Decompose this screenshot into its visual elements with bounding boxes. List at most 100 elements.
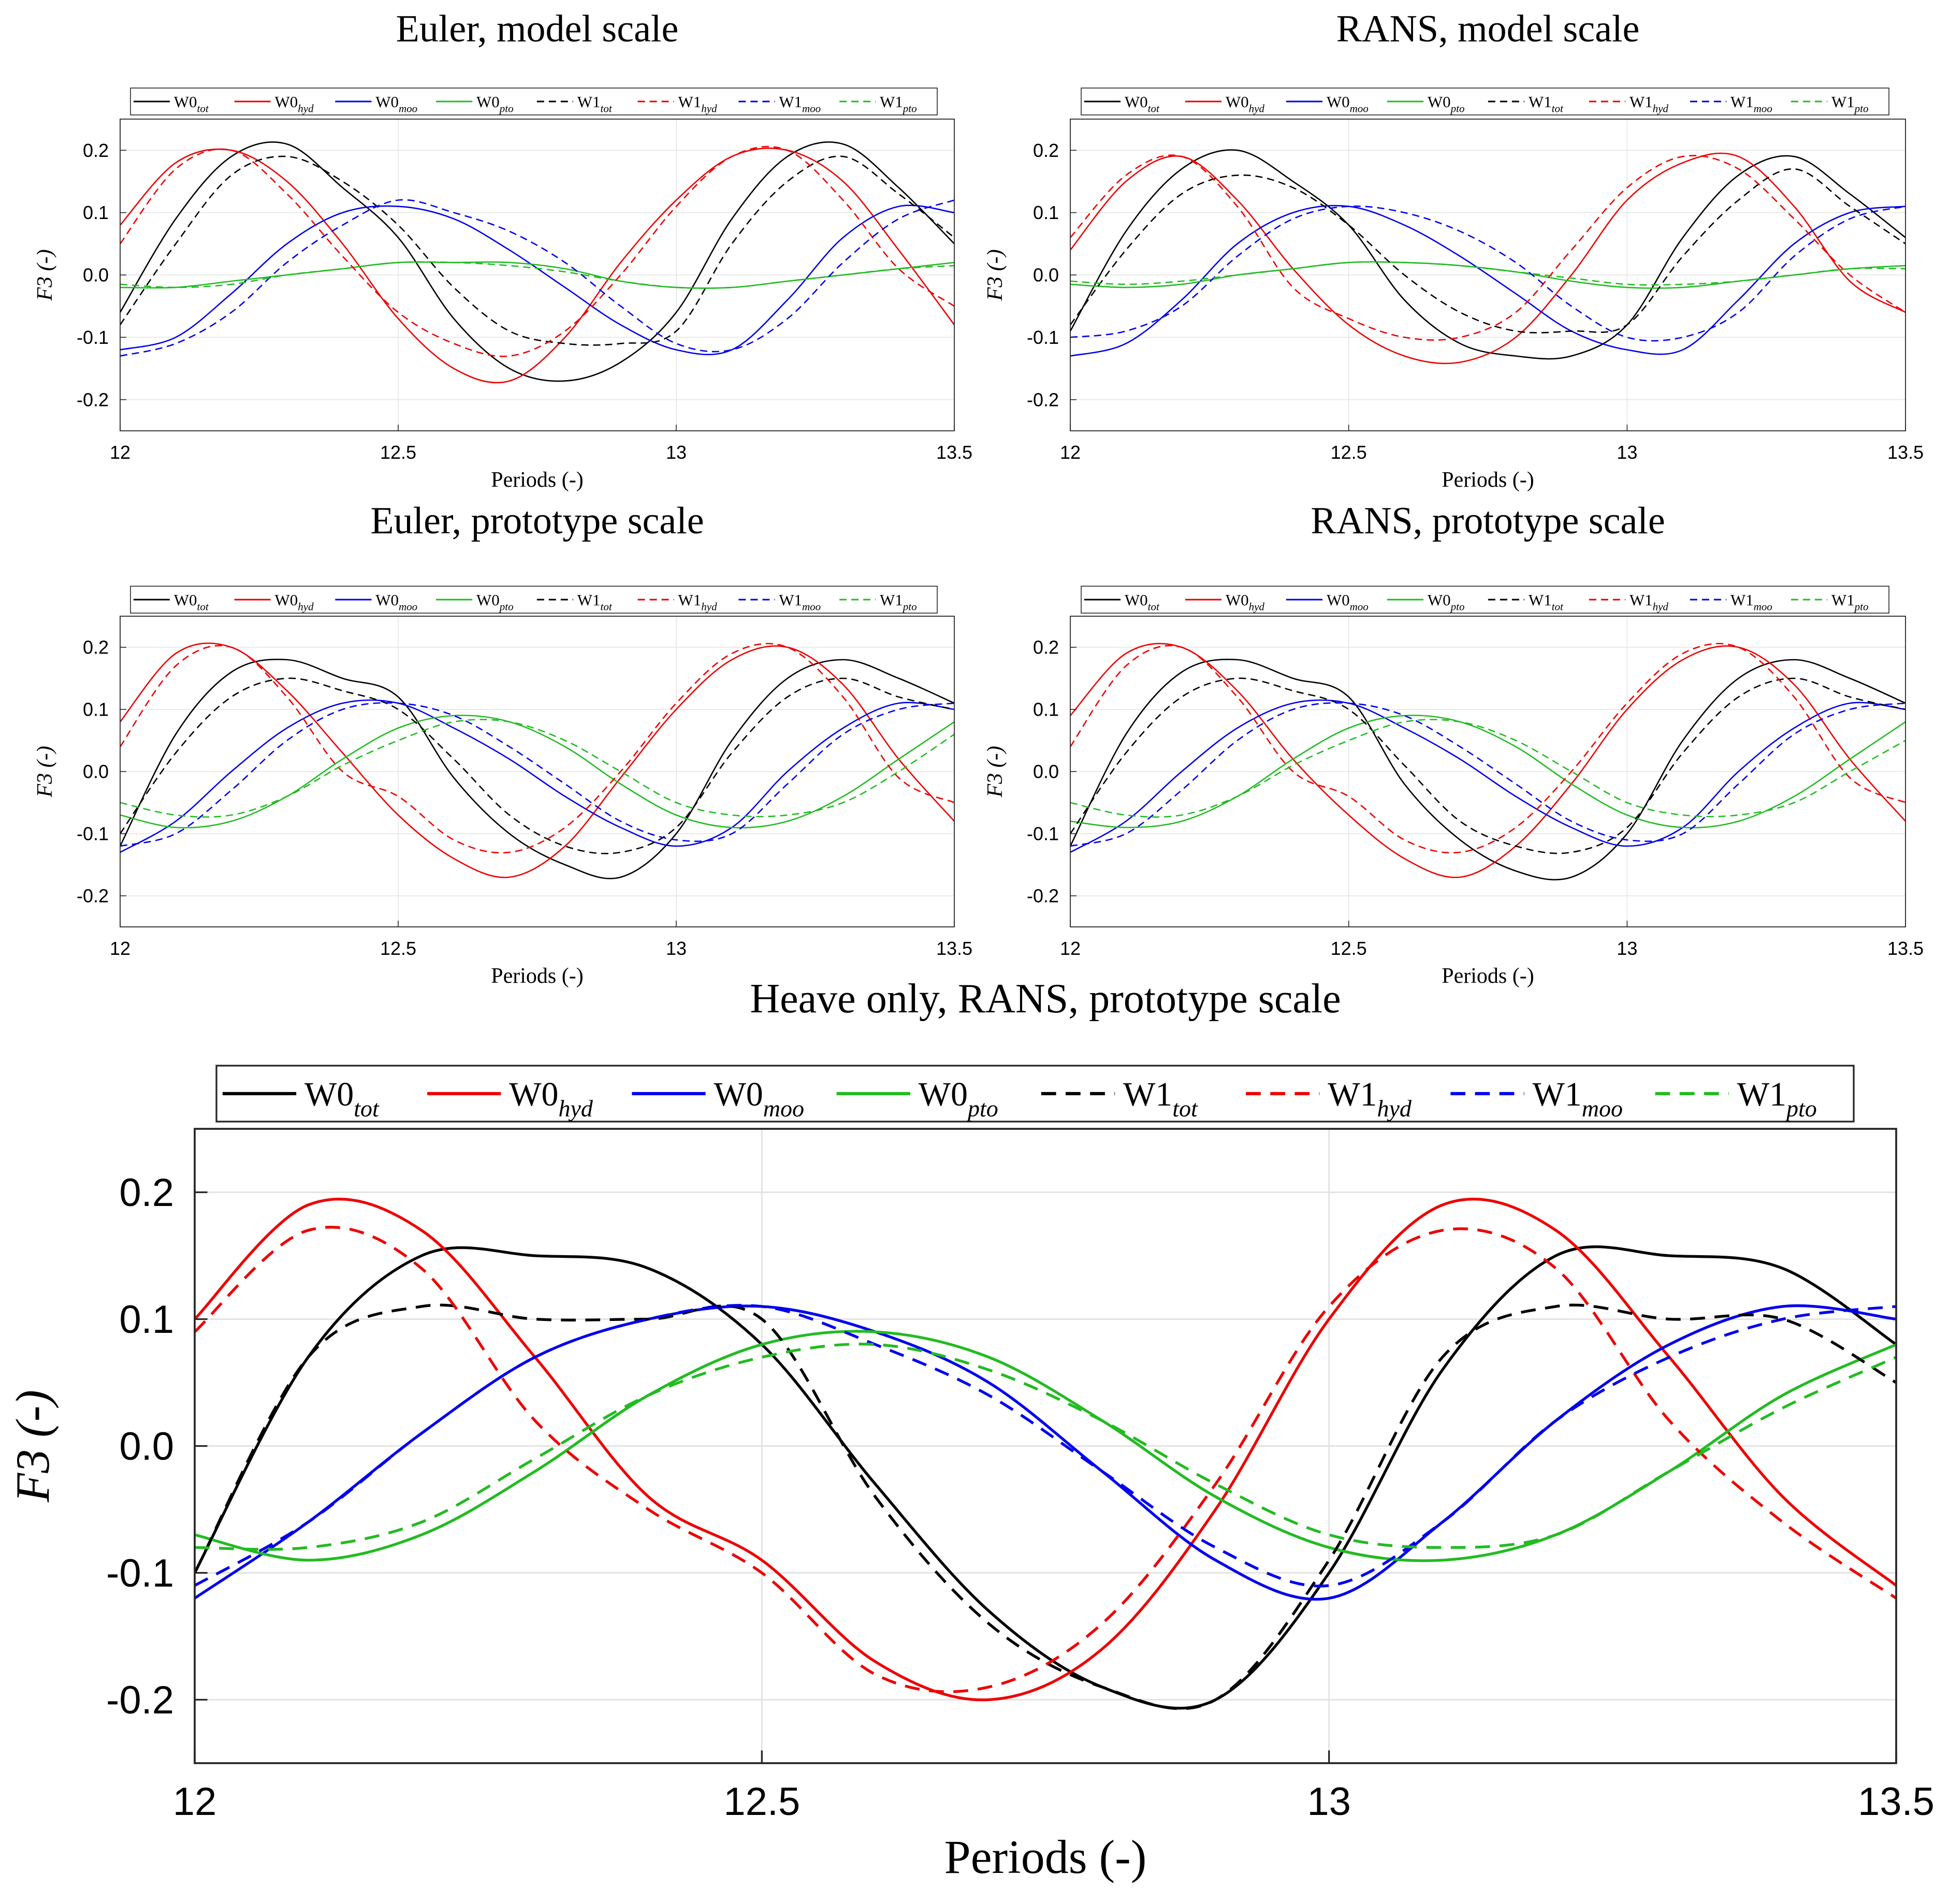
series-line-w0-pto: [120, 715, 954, 829]
series-line-w1-hyd: [120, 643, 954, 854]
y-axis-label: F3 (-): [33, 746, 57, 797]
chart-title: Heave only, RANS, prototype scale: [750, 976, 1341, 1022]
series-line-w1-tot: [120, 677, 954, 854]
y-tick-label: -0.2: [106, 1678, 174, 1722]
legend-entry-label: W0tot: [1125, 93, 1160, 114]
series-line-w1-pto: [120, 719, 954, 818]
legend-entry-label: W1pto: [1831, 93, 1869, 114]
x-tick-label: 13.5: [936, 442, 972, 463]
x-axis-label: Periods (-): [1442, 964, 1534, 988]
x-tick-label: 12: [1060, 938, 1081, 959]
y-axis-label: F3 (-): [33, 249, 57, 301]
legend-entry-label: W0pto: [1428, 93, 1465, 114]
legend-entry-label: W0hyd: [274, 591, 314, 613]
y-tick-label: 0.0: [119, 1425, 174, 1469]
chart-panel-2: RANS, model scale 12 12.5 13 13.5 -0.2 -0.1 0.0…: [983, 8, 1924, 492]
y-tick-label: 0.2: [1033, 140, 1059, 161]
legend-entry-label: W0hyd: [1226, 93, 1265, 114]
x-axis-label: Periods (-): [491, 468, 583, 492]
legend: W0tot W0hyd W0moo W0pto W1tot W1hyd W1moo W1pto: [1081, 586, 1889, 614]
x-tick-label: 13: [1307, 1780, 1351, 1824]
legend-entry-label: W1moo: [1532, 1075, 1623, 1122]
y-tick-label: 0.2: [119, 1171, 174, 1215]
y-tick-label: -0.1: [106, 1551, 174, 1595]
legend-entry-label: W1hyd: [1630, 93, 1669, 114]
y-tick-label: -0.1: [1027, 823, 1059, 845]
legend-entry-label: W1moo: [779, 93, 821, 114]
y-tick-label: -0.1: [1027, 327, 1059, 348]
series-line-w0-moo: [195, 1304, 1896, 1601]
legend-entry-label: W1tot: [577, 93, 613, 114]
x-tick-label: 12: [1060, 442, 1081, 463]
y-tick-label: 0.0: [83, 761, 109, 782]
legend-entry-label: W0hyd: [274, 93, 314, 114]
legend-entry-label: W0pto: [476, 591, 514, 613]
x-tick-label: 13.5: [1887, 938, 1924, 959]
legend-entry-label: W0pto: [476, 93, 514, 114]
chart-title: Euler, model scale: [396, 8, 679, 50]
legend: W0tot W0hyd W0moo W0pto W1tot W1hyd W1moo W1pto: [215, 1065, 1855, 1123]
series-line-w0-hyd: [1070, 643, 1906, 878]
series-line-w0-moo: [1070, 205, 1906, 357]
chart-title: RANS, prototype scale: [1311, 500, 1665, 542]
y-tick-label: -0.1: [77, 823, 109, 845]
legend-entry-label: W1moo: [1730, 591, 1772, 613]
legend-entry-label: W1tot: [1529, 591, 1564, 613]
y-tick-label: 0.0: [83, 265, 109, 286]
legend-entry-label: W0moo: [1327, 591, 1369, 613]
x-axis-label: Periods (-): [1442, 468, 1534, 492]
series-line-w1-hyd: [120, 146, 954, 357]
x-tick-label: 13.5: [1887, 442, 1924, 463]
chart-title: Euler, prototype scale: [370, 500, 704, 542]
legend-entry-label: W1tot: [1123, 1075, 1198, 1122]
legend: W0tot W0hyd W0moo W0pto W1tot W1hyd W1moo W1pto: [130, 88, 938, 115]
x-tick-label: 12.5: [380, 938, 416, 959]
series-line-w1-moo: [120, 702, 954, 847]
series-line-w1-hyd: [195, 1226, 1896, 1693]
series-line-w1-tot: [1070, 677, 1906, 854]
y-tick-label: -0.2: [1027, 885, 1059, 907]
chart-title: RANS, model scale: [1336, 8, 1640, 50]
legend-entry-label: W1pto: [1737, 1075, 1817, 1122]
x-tick-label: 13: [666, 938, 687, 959]
series-line-w0-tot: [1070, 659, 1906, 881]
y-tick-label: -0.1: [77, 327, 109, 348]
x-tick-label: 12: [110, 938, 130, 959]
series-line-w0-tot: [120, 141, 954, 382]
series-line-w1-hyd: [1070, 643, 1906, 854]
series-line-w0-hyd: [195, 1198, 1896, 1702]
series-line-w0-moo: [120, 699, 954, 853]
series-line-w0-hyd: [1070, 152, 1906, 365]
legend-entry-label: W1hyd: [1328, 1075, 1412, 1122]
x-tick-label: 12.5: [380, 442, 416, 463]
legend-entry-label: W0moo: [375, 591, 417, 613]
series-line-w0-pto: [120, 261, 954, 289]
y-tick-label: 0.2: [83, 140, 109, 161]
x-tick-label: 12: [110, 442, 130, 463]
legend-entry-label: W0pto: [919, 1075, 998, 1122]
x-axis-label: Periods (-): [944, 1830, 1147, 1883]
legend-entry-label: W0moo: [375, 93, 417, 114]
series-line-w1-moo: [120, 199, 954, 357]
legend-box: [1081, 88, 1889, 115]
x-tick-label: 13.5: [936, 938, 972, 959]
y-tick-label: 0.0: [1033, 761, 1059, 782]
x-tick-label: 13: [1617, 938, 1637, 959]
legend-entry-label: W0tot: [174, 591, 209, 613]
y-tick-label: 0.0: [1033, 265, 1059, 286]
x-tick-label: 13: [666, 442, 687, 463]
chart-panel-4: RANS, prototype scale 12 12.5 13 13.5 -0.2 -0.…: [983, 500, 1924, 988]
chart-panel-3: Euler, prototype scale 12 12.5 13 13.5 -0.2 -0…: [33, 500, 972, 988]
x-tick-label: 12.5: [1331, 938, 1367, 959]
legend-entry-label: W1hyd: [678, 591, 717, 613]
series-line-w1-moo: [1070, 205, 1906, 342]
x-tick-label: 12: [173, 1780, 217, 1824]
legend-entry-label: W1moo: [1730, 93, 1772, 114]
chart-panel-1: Euler, model scale 12 12.5 13 13.5 -0.2 -0.1 0.…: [33, 8, 972, 492]
series-line-w0-tot: [195, 1245, 1896, 1710]
legend-entry-label: W0hyd: [1226, 591, 1265, 613]
series-line-w1-pto: [120, 261, 954, 289]
legend-entry-label: W1hyd: [1630, 591, 1669, 613]
legend-entry-label: W1tot: [1529, 93, 1564, 114]
